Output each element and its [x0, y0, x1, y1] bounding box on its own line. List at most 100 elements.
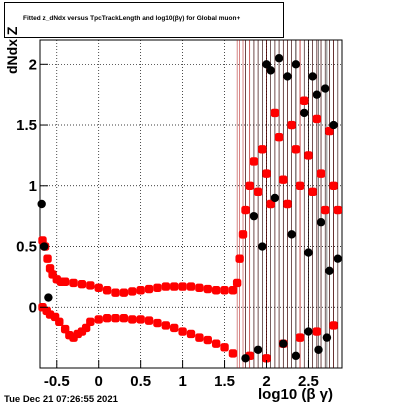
x-tick-label: 0.5 [130, 373, 151, 390]
y-tick-label: 1 [29, 178, 37, 195]
data-point [291, 145, 301, 154]
data-point [316, 218, 326, 227]
chart-title: Fitted z_dNdx versus TpcTrackLength and … [23, 15, 241, 22]
data-point [253, 345, 263, 354]
x-tick-label: -0.5 [44, 373, 70, 390]
data-point [270, 193, 280, 203]
data-point [161, 321, 171, 330]
data-point [77, 279, 87, 289]
data-point [333, 205, 343, 215]
data-point [304, 327, 313, 336]
data-point [295, 333, 305, 342]
data-point [279, 175, 288, 184]
data-point [111, 288, 120, 297]
data-point [111, 313, 120, 323]
data-point [312, 114, 322, 124]
data-point [186, 282, 196, 291]
data-point [325, 126, 334, 136]
data-point [279, 339, 288, 348]
data-point [274, 132, 284, 142]
data-point [211, 286, 221, 295]
data-point [304, 151, 313, 160]
data-point [232, 278, 242, 288]
data-point [262, 60, 271, 69]
x-tick-label: 2.5 [298, 373, 319, 390]
data-point [266, 66, 275, 75]
data-point [37, 199, 46, 209]
data-point [235, 254, 244, 263]
data-point [245, 181, 254, 190]
data-point [102, 313, 112, 323]
data-point [241, 354, 250, 363]
data-point [86, 317, 95, 327]
data-point [314, 345, 323, 354]
data-point [283, 199, 292, 209]
data-point [220, 286, 229, 295]
x-tick-label: 1 [178, 373, 186, 390]
data-point [291, 351, 301, 361]
data-point [211, 339, 221, 348]
data-point [153, 283, 162, 293]
data-point [322, 333, 332, 342]
data-point [304, 248, 313, 257]
plot-frame [39, 39, 343, 369]
data-point [321, 205, 330, 215]
data-point [262, 354, 271, 363]
data-point [333, 254, 343, 263]
data-point [312, 327, 322, 336]
data-point [249, 211, 259, 221]
data-point [94, 315, 103, 324]
data-point [241, 205, 250, 215]
y-tick-label: 2 [29, 56, 37, 73]
data-point [86, 281, 95, 290]
data-point [228, 286, 238, 295]
data-point [295, 181, 305, 190]
data-point [300, 108, 309, 118]
data-point [55, 317, 64, 327]
data-point [258, 145, 267, 154]
data-point [329, 120, 338, 130]
data-point [178, 282, 187, 291]
data-point [258, 242, 267, 251]
data-point [262, 169, 271, 178]
x-tick-label: 2 [262, 373, 270, 390]
data-point [144, 316, 154, 325]
data-point [119, 288, 129, 297]
x-tick-label: 1.5 [214, 373, 235, 390]
data-point [308, 187, 317, 197]
y-tick-label: 0.5 [16, 239, 37, 256]
data-point [203, 335, 212, 345]
data-point [316, 169, 326, 178]
data-point [291, 60, 301, 69]
data-point [220, 343, 229, 352]
data-point [287, 120, 296, 130]
data-point [43, 254, 52, 263]
datestamp: Tue Dec 21 07:26:55 2021 [4, 394, 118, 405]
data-point [170, 323, 179, 333]
data-point [274, 54, 284, 63]
data-point [44, 293, 53, 302]
data-point [195, 283, 204, 293]
data-point [60, 277, 70, 286]
x-axis-label: log10 (β γ) [258, 386, 333, 403]
data-point [329, 321, 338, 330]
x-tick-label: 0 [95, 373, 103, 390]
data-point [195, 333, 204, 342]
data-point [287, 230, 296, 239]
data-point [128, 315, 137, 324]
data-point [283, 72, 292, 81]
y-axis-label: dNdx Z [4, 26, 20, 74]
data-point [249, 157, 259, 166]
data-point [266, 199, 275, 209]
data-point [136, 315, 145, 324]
data-point [308, 72, 317, 81]
data-point [228, 349, 238, 358]
data-point [300, 96, 309, 105]
data-point [178, 327, 187, 336]
y-tick-label: 0 [29, 299, 37, 316]
y-tick-label: 1.5 [16, 117, 37, 134]
data-point [102, 286, 112, 295]
data-point [270, 108, 280, 118]
